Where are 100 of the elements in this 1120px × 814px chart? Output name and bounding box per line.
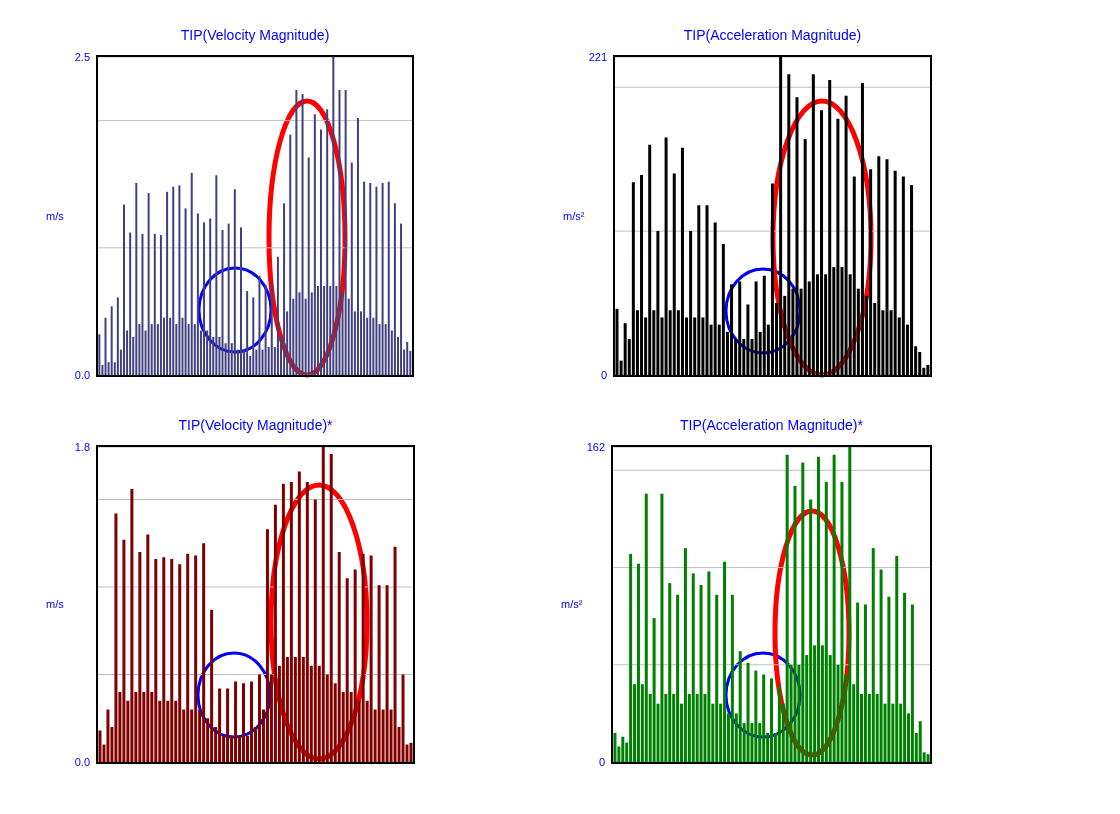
y-tick-label: 162	[586, 440, 605, 453]
bar	[926, 364, 930, 375]
bar	[668, 583, 672, 762]
bar	[345, 578, 349, 762]
bar	[270, 282, 273, 375]
bar	[186, 553, 190, 762]
bar	[393, 546, 397, 762]
bar	[123, 204, 125, 375]
bar	[273, 504, 277, 762]
bar	[824, 482, 828, 762]
bar	[871, 548, 875, 762]
bar	[738, 281, 742, 375]
bar	[387, 181, 390, 375]
bar	[159, 235, 162, 375]
bar	[863, 604, 867, 762]
bar	[860, 82, 864, 375]
bar	[98, 730, 102, 762]
bar	[680, 147, 684, 375]
bar	[375, 186, 378, 375]
bar	[210, 609, 214, 762]
bar	[313, 499, 317, 762]
bar	[283, 203, 286, 375]
bar	[246, 291, 249, 375]
y-axis-title: m/s²	[561, 598, 583, 611]
y-tick-label: 2.5	[74, 50, 90, 63]
bar	[801, 462, 805, 762]
bar	[672, 173, 676, 375]
bar	[329, 454, 333, 762]
bar	[832, 454, 836, 762]
chart-title: TIP(Velocity Magnitude)*	[177, 416, 334, 435]
bar	[918, 721, 922, 762]
bar	[295, 90, 298, 375]
bar	[305, 482, 309, 762]
bar	[326, 109, 329, 375]
bar	[621, 736, 625, 762]
bar	[252, 297, 255, 375]
bar	[196, 213, 199, 375]
bar	[406, 341, 409, 375]
bar	[636, 563, 640, 762]
bar	[785, 454, 789, 762]
bar	[178, 564, 182, 762]
y-axis-title: m/s	[46, 209, 65, 222]
bar	[138, 552, 142, 762]
bar	[762, 275, 766, 375]
chart-title: TIP(Velocity Magnitude)	[179, 26, 331, 45]
y-tick-label: 0.0	[74, 755, 90, 768]
bar	[122, 539, 126, 762]
bar	[656, 231, 660, 375]
bar	[227, 223, 230, 375]
bar	[713, 222, 717, 375]
bar	[218, 688, 222, 762]
bar	[154, 559, 158, 762]
bar	[281, 483, 285, 762]
bar	[194, 555, 198, 762]
chart-title: TIP(Acceleration Magnitude)	[682, 26, 863, 45]
bar	[289, 482, 293, 762]
bar	[264, 284, 267, 375]
bar	[738, 651, 742, 762]
bar	[114, 513, 118, 762]
bar	[130, 489, 134, 762]
bar	[762, 674, 766, 762]
y-tick-label: 0	[598, 755, 605, 768]
bar	[629, 553, 633, 762]
bar	[877, 156, 881, 375]
bar	[313, 114, 316, 375]
bar	[409, 742, 413, 762]
bar	[879, 569, 883, 762]
bar	[350, 162, 353, 375]
bar	[613, 732, 617, 762]
bar	[104, 317, 107, 375]
bar	[356, 118, 359, 375]
y-tick-label: 221	[588, 50, 607, 63]
bar	[110, 306, 113, 375]
bar	[116, 297, 119, 375]
bar	[746, 662, 750, 762]
bar	[226, 688, 230, 762]
bar	[400, 223, 403, 375]
bar	[344, 90, 347, 375]
bar	[730, 284, 734, 375]
bar	[652, 618, 656, 762]
bar	[926, 754, 930, 762]
bar	[787, 74, 791, 375]
bar	[265, 529, 269, 762]
bar	[676, 594, 680, 762]
bar	[172, 186, 175, 375]
y-axis-title: m/s	[46, 598, 65, 611]
bar	[147, 193, 150, 375]
bar	[793, 485, 797, 762]
bar	[705, 205, 709, 375]
bar	[166, 191, 169, 375]
bar	[320, 129, 323, 375]
bar	[836, 118, 840, 375]
bar	[146, 534, 150, 762]
bar	[901, 176, 905, 375]
bar	[337, 552, 341, 762]
bar	[689, 231, 693, 375]
bar	[721, 244, 725, 375]
bar	[202, 543, 206, 762]
bar	[289, 134, 292, 375]
bar	[795, 97, 799, 375]
